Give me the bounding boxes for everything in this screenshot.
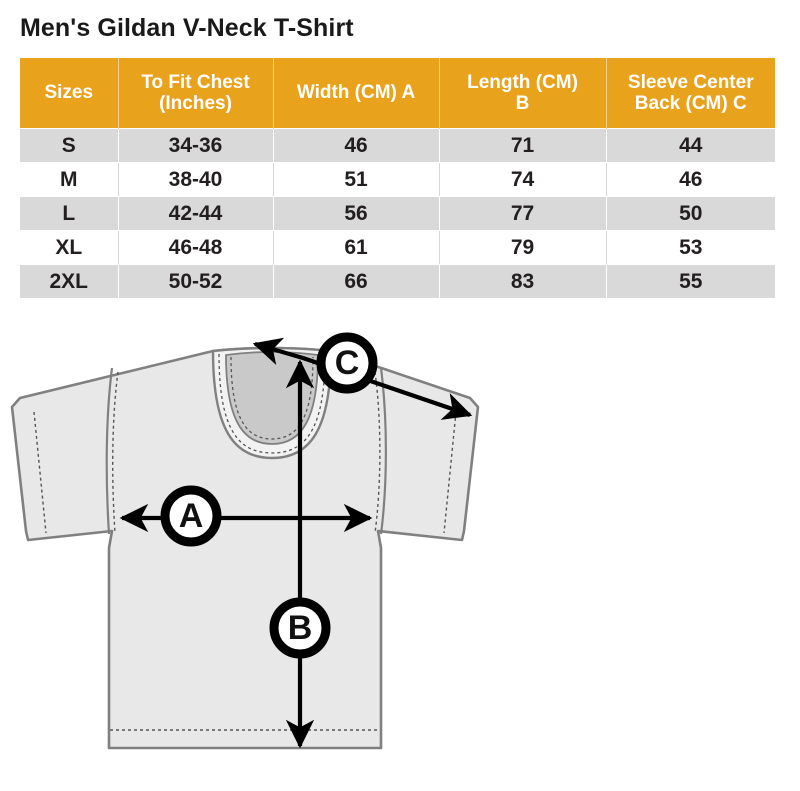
callout-badge-c-circle [316,332,378,394]
size-chart-container: Sizes To Fit Chest (Inches) Width (CM) A… [20,58,775,299]
cell-chest: 34-36 [117,128,274,163]
table-header-row: Sizes To Fit Chest (Inches) Width (CM) A… [20,58,775,129]
column-header-width-line1: Width (CM) A [296,82,416,104]
table-header: Sizes To Fit Chest (Inches) Width (CM) A… [20,58,775,129]
tshirt-diagram: A B C [0,328,800,791]
column-header-chest-line1: To Fit Chest [141,71,250,93]
callout-badge-c: C [316,332,378,394]
cell-length: 79 [438,230,607,265]
cell-chest: 46-48 [117,230,274,265]
callout-badge-b-label: B [288,609,313,647]
column-header-width: Width (CM) A [272,58,440,129]
cell-length: 83 [438,264,607,299]
cell-sleeve: 55 [605,264,775,299]
cell-size: 2XL [20,264,119,299]
cell-sleeve: 46 [605,162,775,197]
callout-badge-b: B [269,597,331,659]
cell-sleeve: 50 [605,196,775,231]
cell-width: 66 [272,264,440,299]
measure-c-arrow-left-segment [252,337,304,365]
right-armhole-stitch [374,371,381,534]
left-sleeve-hem-stitch [33,411,47,534]
callout-badge-a-label: A [179,497,204,535]
callout-badge-b-circle [269,597,331,659]
cell-width: 56 [272,196,440,231]
page-title: Men's Gildan V-Neck T-Shirt [20,14,354,42]
column-header-sizes-line1: Sizes [44,82,94,104]
cell-width: 46 [272,128,440,163]
cell-size: M [20,162,119,197]
table-row: M 38-40 51 74 46 [20,162,775,197]
cell-chest: 50-52 [117,264,274,299]
column-header-length-line1: Length (CM) [467,71,578,93]
column-header-length: Length (CM) B [438,58,607,129]
table-row: S 34-36 46 71 44 [20,128,775,163]
cell-width: 61 [272,230,440,265]
cell-length: 74 [438,162,607,197]
cell-size: XL [20,230,119,265]
column-header-sleeve-line1: Sleeve Center [627,71,754,93]
table-row: L 42-44 56 77 50 [20,196,775,231]
left-armhole-stitch [112,371,119,534]
cell-sleeve: 53 [605,230,775,265]
callout-badge-a-circle [160,485,222,547]
column-header-chest: To Fit Chest (Inches) [117,58,274,129]
size-chart-table: Sizes To Fit Chest (Inches) Width (CM) A… [20,58,775,299]
callout-badge-c-label: C [335,344,360,382]
column-header-sleeve-line2: Back (CM) C [634,93,747,114]
cell-width: 51 [272,162,440,197]
collar-stitch-inner [230,356,314,440]
collar-stitch-outer [218,353,326,454]
column-header-sleeve: Sleeve Center Back (CM) C [605,58,775,129]
cell-sleeve: 44 [605,128,775,163]
column-header-length-line2: B [515,93,530,114]
table-body: S 34-36 46 71 44 M 38-40 51 74 46 L 42-4… [20,128,775,299]
table-row: XL 46-48 61 79 53 [20,230,775,265]
column-header-chest-line2: (Inches) [159,93,232,114]
cell-chest: 42-44 [117,196,274,231]
cell-size: S [20,128,119,163]
cell-length: 77 [438,196,607,231]
left-armhole-seam [105,367,114,535]
right-sleeve-hem-stitch [443,411,457,534]
column-header-sizes: Sizes [20,58,119,129]
cell-size: L [20,196,119,231]
cell-chest: 38-40 [117,162,274,197]
table-row: 2XL 50-52 66 83 55 [20,264,775,299]
callout-badge-a: A [160,485,222,547]
cell-length: 71 [438,128,607,163]
